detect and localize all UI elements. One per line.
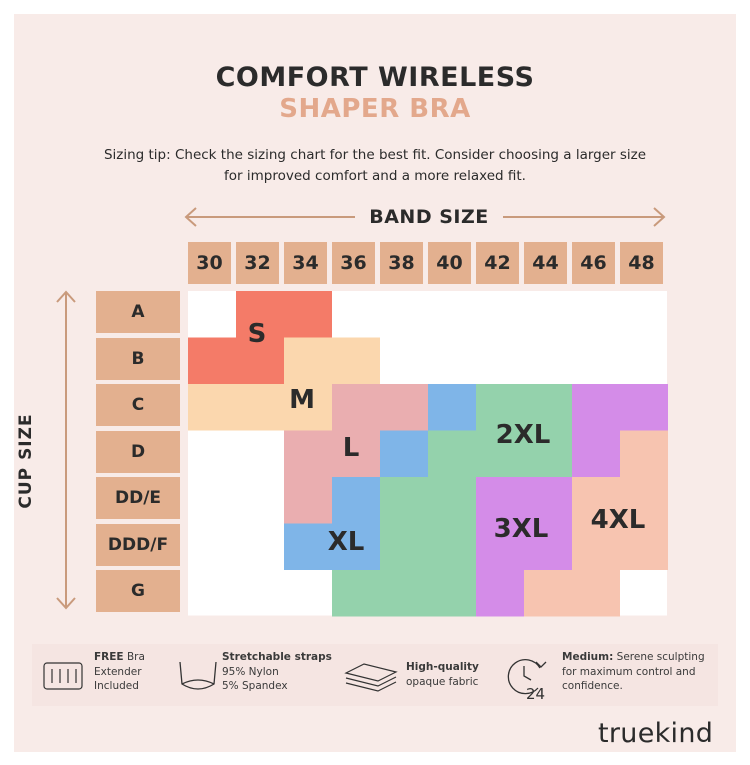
features-strip [32,644,718,706]
feature-extender: FREE Bra Extender Included [94,650,164,694]
feature-extender-bold: FREE [94,651,124,663]
size-label-2xl: 2XL [495,420,551,450]
cup-header-2: C [96,384,180,426]
sizing-tip: Sizing tip: Check the sizing chart for t… [60,145,690,187]
band-header-6: 42 [476,242,519,284]
cup-header-3: D [96,430,180,473]
band-header-7: 44 [524,242,567,284]
size-label-l: L [342,433,360,463]
bra-extender-icon [43,662,83,690]
cup-header-6: G [96,570,180,612]
feature-extender-text: Bra Extender Included [94,651,145,692]
feature-straps: Stretchable straps 95% Nylon 5% Spandex [222,650,342,694]
feature-medium-bold: Medium: [562,651,614,663]
band-header-8: 46 [572,242,615,284]
size-label-4xl: 4XL [590,505,646,535]
feature-straps-bold: Stretchable straps [222,651,332,663]
band-header-0: 30 [188,242,231,284]
clock-24-icon [507,658,547,695]
fabric-layers-icon [344,663,398,692]
size-label-3xl: 3XL [493,514,549,544]
size-label-s: S [247,319,267,349]
band-header-9: 48 [620,242,663,284]
sizing-tip-line2: for improved comfort and a more relaxed … [224,168,526,184]
band-header-2: 34 [284,242,327,284]
band-header-5: 40 [428,242,471,284]
band-header-3: 36 [332,242,375,284]
feature-medium: Medium: Serene sculpting for maximum con… [562,650,722,694]
cup-header-1: B [96,337,180,380]
feature-medium-text: Serene sculpting [613,651,705,663]
svg-text:24: 24 [526,685,545,703]
product-title-line1: COMFORT WIRELESS [215,62,535,93]
feature-fabric-line1: opaque fabric [406,675,479,688]
feature-fabric: High-quality opaque fabric [406,660,516,689]
bra-straps-icon [179,661,217,690]
size-label-xl: XL [327,527,365,557]
cup-header-0: A [96,291,180,333]
brand-logo: truekind [598,718,714,749]
cup-header-4: DD/E [96,477,180,519]
cup-header-5: DDD/F [96,523,180,566]
band-header-4: 38 [380,242,423,284]
feature-medium-line1: for maximum control and [562,665,696,678]
feature-straps-line2: 5% Spandex [222,680,288,692]
sizing-tip-line1: Sizing tip: Check the sizing chart for t… [103,147,647,163]
feature-fabric-bold: High-quality [406,661,479,673]
size-label-m: M [289,385,315,415]
feature-straps-line1: 95% Nylon [222,665,279,678]
band-size-label: BAND SIZE [355,206,503,228]
band-header-1: 32 [236,242,279,284]
product-title-line2: SHAPER BRA [279,94,471,124]
feature-medium-line2: confidence. [562,680,623,692]
